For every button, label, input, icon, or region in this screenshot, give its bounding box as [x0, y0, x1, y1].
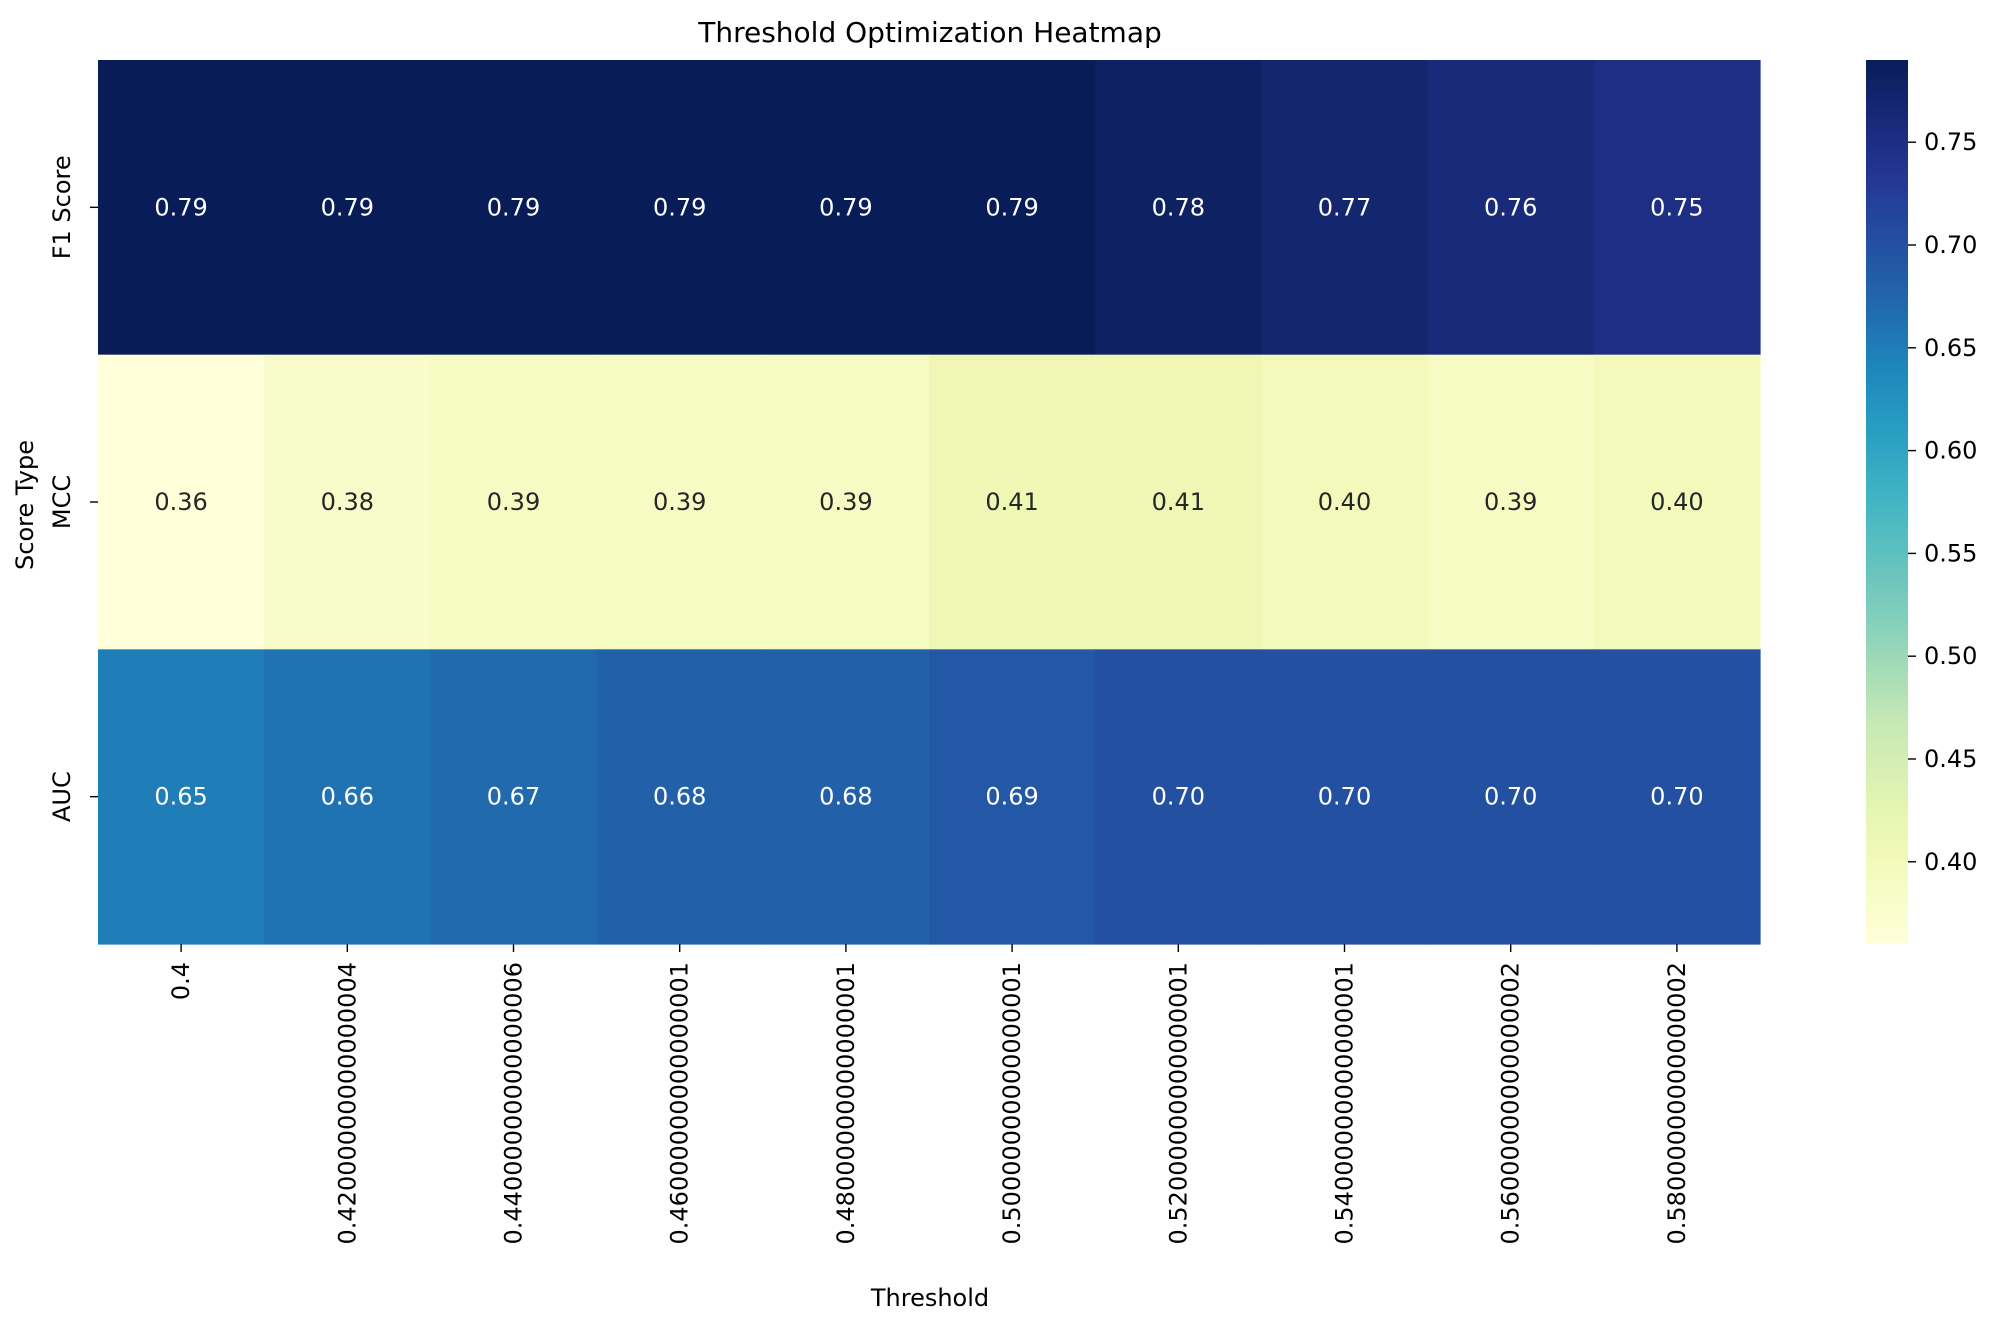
cell-value-label: 0.36	[154, 488, 207, 516]
x-tick-label: 0.50000000000000001	[998, 962, 1026, 1244]
heatmap-cell	[264, 649, 431, 945]
cell-value-label: 0.77	[1318, 193, 1371, 221]
heatmap-cell	[929, 60, 1096, 356]
cell-value-label: 0.76	[1484, 193, 1537, 221]
colorbar-tick-label: 0.60	[1924, 437, 1977, 465]
heatmap-cell	[1427, 60, 1595, 356]
colorbar: 0.40 0.45 0.50 0.55 0.60 0.65 0.70 0.75	[1866, 60, 1977, 944]
x-axis-label: Threshold	[870, 1284, 989, 1312]
heatmap-cell	[264, 60, 431, 356]
heatmap-cell	[762, 649, 930, 945]
heatmap-cell	[1095, 649, 1262, 945]
cell-value-label: 0.79	[653, 193, 706, 221]
cell-value-label: 0.70	[1650, 783, 1703, 811]
cell-value-label: 0.39	[653, 488, 706, 516]
heatmap-cell	[98, 60, 265, 356]
cell-value-label: 0.40	[1318, 488, 1371, 516]
colorbar-tick-label: 0.40	[1924, 848, 1977, 876]
cell-value-label: 0.79	[321, 193, 374, 221]
heatmap-cell	[98, 354, 265, 650]
heatmap-cell	[1261, 649, 1429, 945]
heatmap-cell	[430, 649, 598, 945]
cell-value-label: 0.68	[653, 783, 706, 811]
cell-value-label: 0.79	[819, 193, 872, 221]
cell-value-label: 0.79	[154, 193, 207, 221]
heatmap-cell	[1261, 354, 1429, 650]
x-tick-label: 0.44000000000000006	[500, 962, 528, 1244]
cell-value-label: 0.69	[985, 783, 1038, 811]
x-tick-label: 0.56000000000000002	[1497, 962, 1525, 1244]
colorbar-tick-label: 0.50	[1924, 642, 1977, 670]
heatmap-cell	[430, 60, 598, 356]
heatmap-cell	[762, 60, 930, 356]
y-axis: F1 Score MCC AUC	[48, 155, 98, 822]
x-tick-label: 0.54000000000000001	[1331, 962, 1359, 1244]
heatmap-cell	[1261, 60, 1429, 356]
cell-value-label: 0.79	[985, 193, 1038, 221]
x-tick-label: 0.4	[167, 962, 195, 1000]
cell-value-label: 0.40	[1650, 488, 1703, 516]
heatmap-cell	[1427, 354, 1595, 650]
colorbar-tick-label: 0.65	[1924, 334, 1977, 362]
colorbar-tick-label: 0.45	[1924, 745, 1977, 773]
y-axis-label: Score Type	[11, 440, 39, 570]
cell-value-label: 0.79	[487, 193, 540, 221]
heatmap-cell	[264, 354, 431, 650]
cell-value-label: 0.70	[1318, 783, 1371, 811]
x-tick-label: 0.58000000000000002	[1663, 962, 1691, 1244]
x-axis: 0.4 0.42000000000000004 0.4400000000000000…	[167, 944, 1691, 1244]
heatmap-cell	[430, 354, 598, 650]
cell-value-label: 0.38	[321, 488, 374, 516]
heatmap-cells: 0.79 0.79 0.79 0.79 0.79 0.79 0.78 0.77 0.76 0.75…	[98, 60, 1761, 945]
cell-value-label: 0.75	[1650, 193, 1703, 221]
heatmap-cell	[1095, 60, 1262, 356]
heatmap-cell	[98, 649, 265, 945]
cell-value-label: 0.68	[819, 783, 872, 811]
cell-value-label: 0.41	[985, 488, 1038, 516]
chart-title: Threshold Optimization Heatmap	[697, 16, 1162, 49]
cell-value-label: 0.39	[819, 488, 872, 516]
y-tick-label: AUC	[48, 771, 76, 822]
x-tick-label: 0.46000000000000001	[666, 962, 694, 1244]
cell-value-label: 0.70	[1484, 783, 1537, 811]
cell-value-label: 0.67	[487, 783, 540, 811]
heatmap-cell	[929, 354, 1096, 650]
cell-value-label: 0.41	[1152, 488, 1205, 516]
x-tick-label: 0.52000000000000001	[1164, 962, 1192, 1244]
x-tick-label: 0.42000000000000004	[333, 962, 361, 1244]
heatmap-cell	[762, 354, 930, 650]
y-tick-label: F1 Score	[48, 155, 76, 259]
x-tick-label: 0.48000000000000001	[832, 962, 860, 1244]
y-tick-label: MCC	[48, 475, 76, 529]
heatmap-cell	[1427, 649, 1595, 945]
colorbar-tick-label: 0.75	[1924, 128, 1977, 156]
heatmap-cell	[1593, 60, 1761, 356]
cell-value-label: 0.65	[154, 783, 207, 811]
cell-value-label: 0.70	[1152, 783, 1205, 811]
cell-value-label: 0.78	[1152, 193, 1205, 221]
colorbar-tick-label: 0.55	[1924, 539, 1977, 567]
cell-value-label: 0.66	[321, 783, 374, 811]
heatmap-cell	[596, 649, 764, 945]
heatmap-cell	[929, 649, 1096, 945]
heatmap-cell	[1095, 354, 1262, 650]
heatmap-cell	[596, 60, 764, 356]
colorbar-tick-label: 0.70	[1924, 231, 1977, 259]
cell-value-label: 0.39	[1484, 488, 1537, 516]
cell-value-label: 0.39	[487, 488, 540, 516]
heatmap-cell	[596, 354, 764, 650]
heatmap-cell	[1593, 354, 1761, 650]
heatmap-cell	[1593, 649, 1761, 945]
colorbar-gradient	[1866, 60, 1908, 944]
